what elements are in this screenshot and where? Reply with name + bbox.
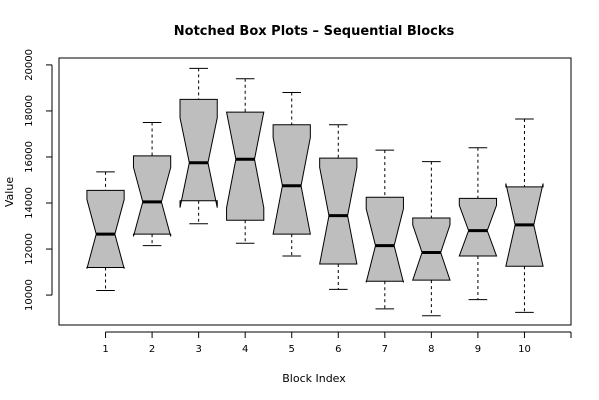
box-4	[225, 78, 265, 244]
y-tick-label-12000: 12000	[24, 233, 35, 265]
box-body	[179, 98, 218, 208]
plot-frame	[58, 57, 572, 326]
box-body	[458, 197, 498, 257]
box-body	[132, 155, 172, 237]
y-tick-label-20000: 20000	[24, 49, 35, 81]
x-tick-label-8: 8	[428, 344, 434, 355]
box-body	[272, 124, 311, 235]
x-tick-label-4: 4	[242, 344, 248, 355]
box-body	[319, 157, 358, 265]
x-tick-label-6: 6	[335, 344, 341, 355]
y-axis: 10000 12000 14000 16000 18000 20000	[24, 49, 53, 311]
box-9	[458, 147, 498, 301]
x-tick-label-1: 1	[102, 344, 108, 355]
y-tick-label-10000: 10000	[24, 279, 35, 311]
x-tick-label-10: 10	[518, 344, 531, 355]
y-tick-label-16000: 16000	[24, 141, 35, 173]
box-2	[132, 121, 172, 247]
x-axis-label: Block Index	[282, 372, 346, 385]
x-tick-label-7: 7	[382, 344, 388, 355]
x-axis: 1 2 3 4 5 6 7 8 9 10	[102, 331, 572, 355]
box-5	[272, 92, 311, 257]
box-1	[86, 171, 125, 291]
box-body	[365, 196, 404, 283]
x-tick-label-2: 2	[149, 344, 155, 355]
box-body	[86, 189, 125, 269]
y-axis-label: Value	[3, 177, 16, 207]
box-body	[412, 217, 451, 281]
box-7	[365, 149, 404, 310]
chart-title: Notched Box Plots – Sequential Blocks	[174, 24, 455, 39]
x-tick-label-9: 9	[475, 344, 481, 355]
box-10	[505, 118, 544, 313]
box-3	[179, 67, 218, 225]
box-6	[319, 124, 358, 290]
boxes-layer	[86, 67, 544, 317]
box-8	[412, 161, 451, 317]
x-tick-label-3: 3	[195, 344, 201, 355]
box-body	[225, 111, 265, 221]
x-tick-label-5: 5	[289, 344, 295, 355]
y-tick-label-18000: 18000	[24, 95, 35, 127]
y-tick-label-14000: 14000	[24, 187, 35, 219]
